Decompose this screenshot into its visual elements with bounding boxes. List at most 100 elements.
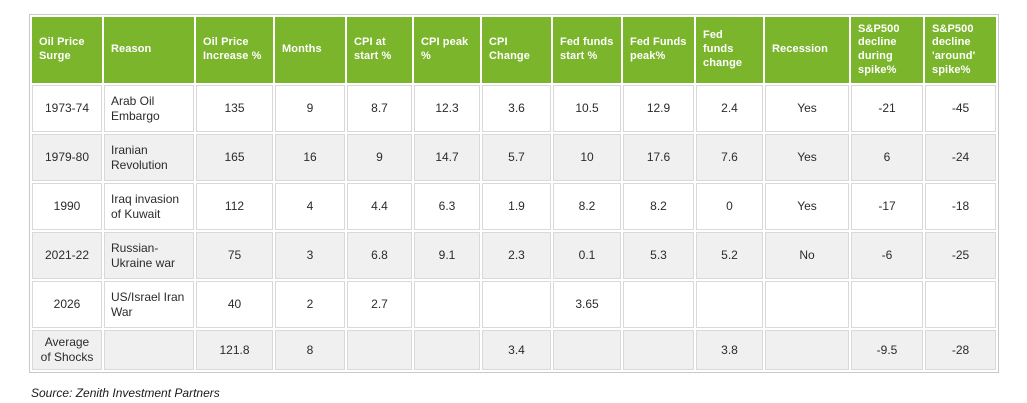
table-cell: 10 bbox=[553, 134, 621, 181]
source-note: Source: Zenith Investment Partners bbox=[31, 386, 220, 400]
table-cell: 2.3 bbox=[482, 232, 551, 279]
column-header-9: Fed Funds peak% bbox=[623, 17, 694, 83]
table-cell: 2.7 bbox=[347, 281, 412, 328]
column-header-5: CPI at start % bbox=[347, 17, 412, 83]
column-header-11: Recession bbox=[765, 17, 849, 83]
table-cell: -25 bbox=[925, 232, 996, 279]
table-cell: Yes bbox=[765, 85, 849, 132]
table-cell: 4 bbox=[275, 183, 345, 230]
column-header-2: Reason bbox=[104, 17, 194, 83]
header-row: Oil Price Surge Reason Oil Price Increase … bbox=[32, 17, 996, 83]
table-cell: 8.2 bbox=[553, 183, 621, 230]
table-cell: 2.4 bbox=[696, 85, 763, 132]
table-row: 2021-22 Russian-Ukraine war 75 3 6.8 9.1 2.3 0.… bbox=[32, 232, 996, 279]
table-row: Average of Shocks 121.8 8 3.4 3.8 -9.5 -28 bbox=[32, 330, 996, 370]
table-cell: -18 bbox=[925, 183, 996, 230]
table-cell: 5.3 bbox=[623, 232, 694, 279]
table-cell: 0.1 bbox=[553, 232, 621, 279]
table-cell: 9 bbox=[275, 85, 345, 132]
table-cell: 0 bbox=[696, 183, 763, 230]
column-header-1: Oil Price Surge bbox=[32, 17, 102, 83]
table-cell bbox=[623, 281, 694, 328]
table-cell: 3.65 bbox=[553, 281, 621, 328]
table-cell: 5.7 bbox=[482, 134, 551, 181]
table-cell: Arab Oil Embargo bbox=[104, 85, 194, 132]
table-cell: 135 bbox=[196, 85, 273, 132]
table-cell: 3.8 bbox=[696, 330, 763, 370]
table-cell bbox=[553, 330, 621, 370]
table-cell: 165 bbox=[196, 134, 273, 181]
table-cell: -21 bbox=[851, 85, 923, 132]
table-cell: 9 bbox=[347, 134, 412, 181]
table-cell: 2021-22 bbox=[32, 232, 102, 279]
table-cell: Yes bbox=[765, 183, 849, 230]
column-header-12: S&P500 decline during spike% bbox=[851, 17, 923, 83]
table-cell bbox=[851, 281, 923, 328]
table-cell: 5.2 bbox=[696, 232, 763, 279]
table-cell: 4.4 bbox=[347, 183, 412, 230]
table-cell: 1.9 bbox=[482, 183, 551, 230]
table-row: 2026 US/Israel Iran War 40 2 2.7 3.65 bbox=[32, 281, 996, 328]
table-cell: 10.5 bbox=[553, 85, 621, 132]
table-cell: Iraq invasion of Kuwait bbox=[104, 183, 194, 230]
table-cell: 2 bbox=[275, 281, 345, 328]
table-cell: 12.3 bbox=[414, 85, 480, 132]
column-header-4: Months bbox=[275, 17, 345, 83]
table-cell: 3.4 bbox=[482, 330, 551, 370]
table-cell bbox=[765, 330, 849, 370]
table-cell: 8.2 bbox=[623, 183, 694, 230]
table-cell: 1973-74 bbox=[32, 85, 102, 132]
table-cell: 1979-80 bbox=[32, 134, 102, 181]
table-cell bbox=[696, 281, 763, 328]
oil-price-shocks-table: Oil Price Surge Reason Oil Price Increase … bbox=[29, 14, 999, 373]
table-cell: No bbox=[765, 232, 849, 279]
table-cell: Russian-Ukraine war bbox=[104, 232, 194, 279]
table-cell: US/Israel Iran War bbox=[104, 281, 194, 328]
table-cell: 2026 bbox=[32, 281, 102, 328]
table-cell: Yes bbox=[765, 134, 849, 181]
table-cell: 1990 bbox=[32, 183, 102, 230]
table-cell: 121.8 bbox=[196, 330, 273, 370]
table-cell: 14.7 bbox=[414, 134, 480, 181]
table-cell: 17.6 bbox=[623, 134, 694, 181]
table-cell: -45 bbox=[925, 85, 996, 132]
table-cell: Average of Shocks bbox=[32, 330, 102, 370]
table-cell bbox=[765, 281, 849, 328]
table-cell: Iranian Revolution bbox=[104, 134, 194, 181]
column-header-13: S&P500 decline 'around' spike% bbox=[925, 17, 996, 83]
table-cell: -28 bbox=[925, 330, 996, 370]
table-cell bbox=[104, 330, 194, 370]
table-cell bbox=[347, 330, 412, 370]
column-header-3: Oil Price Increase % bbox=[196, 17, 273, 83]
table-cell: 112 bbox=[196, 183, 273, 230]
table-cell: 3.6 bbox=[482, 85, 551, 132]
table-row: 1979-80 Iranian Revolution 165 16 9 14.7 5.7 10… bbox=[32, 134, 996, 181]
table-cell: 8.7 bbox=[347, 85, 412, 132]
table-cell: 75 bbox=[196, 232, 273, 279]
table-row: 1973-74 Arab Oil Embargo 135 9 8.7 12.3 3.6 10.… bbox=[32, 85, 996, 132]
table-cell: 6.3 bbox=[414, 183, 480, 230]
table-cell: -6 bbox=[851, 232, 923, 279]
table-cell: 12.9 bbox=[623, 85, 694, 132]
table-cell: 6 bbox=[851, 134, 923, 181]
table-cell: 8 bbox=[275, 330, 345, 370]
column-header-10: Fed funds change bbox=[696, 17, 763, 83]
table-cell bbox=[925, 281, 996, 328]
table-cell bbox=[414, 330, 480, 370]
table-cell: -9.5 bbox=[851, 330, 923, 370]
column-header-6: CPI peak % bbox=[414, 17, 480, 83]
table-cell: -24 bbox=[925, 134, 996, 181]
table-cell: 6.8 bbox=[347, 232, 412, 279]
table-row: 1990 Iraq invasion of Kuwait 112 4 4.4 6.3 1.9… bbox=[32, 183, 996, 230]
table-cell: -17 bbox=[851, 183, 923, 230]
table-cell: 9.1 bbox=[414, 232, 480, 279]
table-cell bbox=[482, 281, 551, 328]
table-cell: 40 bbox=[196, 281, 273, 328]
table-body: 1973-74 Arab Oil Embargo 135 9 8.7 12.3 3.6 10.… bbox=[32, 85, 996, 370]
column-header-7: CPI Change bbox=[482, 17, 551, 83]
table-cell bbox=[623, 330, 694, 370]
table-cell: 16 bbox=[275, 134, 345, 181]
column-header-8: Fed funds start % bbox=[553, 17, 621, 83]
table-cell: 3 bbox=[275, 232, 345, 279]
